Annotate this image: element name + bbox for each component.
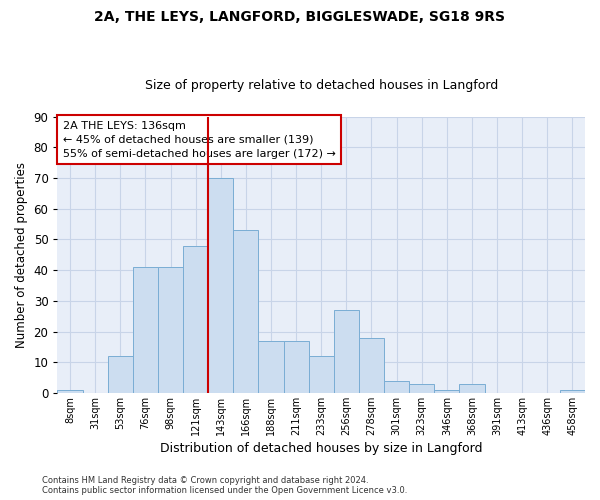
Bar xyxy=(58,390,83,393)
Text: Contains HM Land Registry data © Crown copyright and database right 2024.
Contai: Contains HM Land Registry data © Crown c… xyxy=(42,476,407,495)
Bar xyxy=(384,380,409,393)
Bar xyxy=(560,390,585,393)
Y-axis label: Number of detached properties: Number of detached properties xyxy=(15,162,28,348)
Bar xyxy=(308,356,334,393)
Text: 2A THE LEYS: 136sqm
← 45% of detached houses are smaller (139)
55% of semi-detac: 2A THE LEYS: 136sqm ← 45% of detached ho… xyxy=(63,121,335,159)
Bar xyxy=(359,338,384,393)
Bar xyxy=(208,178,233,393)
Bar xyxy=(108,356,133,393)
X-axis label: Distribution of detached houses by size in Langford: Distribution of detached houses by size … xyxy=(160,442,482,455)
Title: Size of property relative to detached houses in Langford: Size of property relative to detached ho… xyxy=(145,79,498,92)
Text: 2A, THE LEYS, LANGFORD, BIGGLESWADE, SG18 9RS: 2A, THE LEYS, LANGFORD, BIGGLESWADE, SG1… xyxy=(95,10,505,24)
Bar xyxy=(284,340,308,393)
Bar xyxy=(183,246,208,393)
Bar xyxy=(133,267,158,393)
Bar xyxy=(409,384,434,393)
Bar xyxy=(233,230,259,393)
Bar xyxy=(460,384,485,393)
Bar xyxy=(334,310,359,393)
Bar xyxy=(158,267,183,393)
Bar xyxy=(434,390,460,393)
Bar xyxy=(259,340,284,393)
